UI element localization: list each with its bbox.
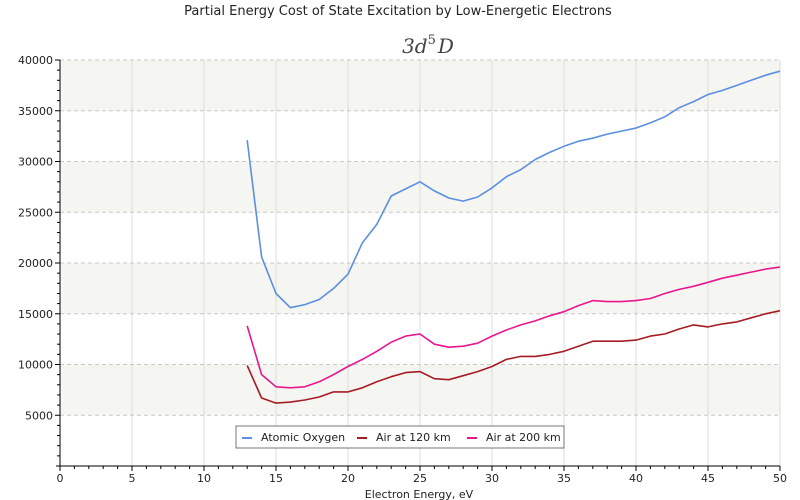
y-tick-label: 5000 [25, 409, 53, 422]
subtitle-base: 3d [402, 34, 428, 58]
y-tick-label: 40000 [18, 54, 53, 67]
chart-subtitle: 3d5 D [402, 33, 454, 58]
x-tick-label: 20 [341, 472, 355, 485]
subtitle-superscript: 5 [428, 33, 436, 48]
x-tick-label: 15 [269, 472, 283, 485]
horizontal-gridlines [60, 59, 780, 416]
y-tick-label: 25000 [18, 206, 53, 219]
x-tick-label: 25 [413, 472, 427, 485]
y-tick-label: 15000 [18, 308, 53, 321]
series-line-air-at-200-km [246, 266, 781, 389]
series-line-atomic-oxygen [246, 70, 781, 309]
legend-box [235, 425, 565, 449]
x-tick-label: 5 [129, 472, 136, 485]
x-axis-label: Electron Energy, eV [365, 488, 474, 500]
y-tick-label: 10000 [18, 359, 53, 372]
legend-label: Air at 120 km [376, 431, 451, 444]
x-tick-label: 40 [629, 472, 643, 485]
y-axis-ticks: 5000 10000 15000 20000 25000 30000 35000 40000 [18, 54, 60, 457]
x-tick-label: 30 [485, 472, 499, 485]
y-tick-label: 20000 [18, 257, 53, 270]
x-tick-label: 0 [57, 472, 64, 485]
legend-label: Air at 200 km [486, 431, 561, 444]
legend: Atomic Oxygen Air at 120 km Air at 200 km [235, 425, 565, 449]
x-tick-label: 10 [197, 472, 211, 485]
legend-label: Atomic Oxygen [261, 431, 345, 444]
x-axis-ticks: 0 5 10 15 20 25 30 35 40 45 50 [57, 466, 787, 485]
x-tick-label: 35 [557, 472, 571, 485]
chart-title: Partial Energy Cost of State Excitation … [184, 4, 612, 19]
series-line-air-at-120-km [246, 309, 781, 404]
y-tick-label: 30000 [18, 156, 53, 169]
y-tick-label: 35000 [18, 105, 53, 118]
subtitle-suffix: D [437, 34, 454, 58]
series-lines [246, 70, 781, 404]
x-tick-label: 45 [701, 472, 715, 485]
x-tick-label: 50 [773, 472, 787, 485]
